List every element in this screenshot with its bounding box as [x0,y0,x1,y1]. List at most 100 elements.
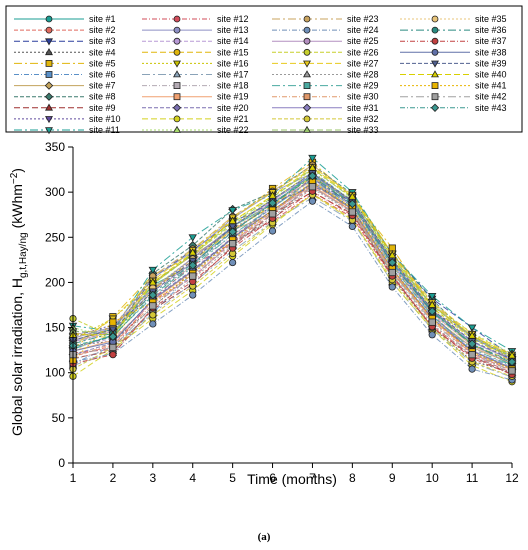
legend-item-site-24: site #24 [272,25,379,35]
data-point-site-40 [348,192,357,200]
legend-item-site-22: site #22 [142,125,249,135]
legend-label: site #27 [347,58,379,68]
data-point-site-43 [467,339,477,349]
legend-item-site-16: site #16 [142,58,249,68]
x-tick-label: 2 [110,471,117,485]
data-point-site-24 [308,197,317,205]
legend-marker [173,26,181,34]
legend-label: site #36 [475,25,507,35]
legend-label: site #31 [347,103,379,113]
legend-box [5,5,523,133]
data-point-site-42 [428,318,436,326]
data-point-site-11 [427,293,437,301]
data-point-site-43 [427,306,437,316]
legend-item-site-30: site #30 [272,92,379,102]
data-point-site-43 [148,290,158,300]
data-point-site-40 [228,216,237,224]
legend-label: site #23 [347,14,379,24]
legend-label: site #17 [217,70,249,80]
y-axis-label-sub: g,t,Hay/ng [18,232,29,278]
legend-label: site #18 [217,81,249,91]
legend-item-site-10: site #10 [14,114,121,124]
series-line-site-37 [72,190,513,375]
legend-item-site-12: site #12 [142,14,249,24]
data-point-site-24 [388,283,396,291]
series-line-site-29 [72,178,513,366]
data-point-site-40 [268,191,277,199]
data-point-site-24 [468,365,476,373]
legend-item-site-33: site #33 [272,125,379,135]
legend-marker [303,15,311,23]
y-tick-label: 100 [45,366,65,380]
data-point-site-40 [388,250,397,259]
data-point-site-40 [188,248,197,256]
data-point-site-42 [149,302,157,310]
data-point-site-42 [189,272,197,280]
legend-item-site-4: site #4 [14,47,116,57]
series-line-site-33 [72,168,513,357]
legend-label: site #9 [89,103,116,113]
legend-item-site-3: site #3 [14,36,116,46]
legend-marker [45,127,53,135]
legend-label: site #7 [89,81,116,91]
series-line-site-17 [72,196,513,378]
legend-marker [45,60,53,67]
legend-item-site-42: site #42 [400,92,507,102]
data-point-site-42 [109,343,117,352]
legend-marker [45,15,53,23]
legend-item-site-35: site #35 [400,14,507,24]
legend-marker [431,93,439,101]
legend-item-site-37: site #37 [400,36,507,46]
data-point-site-42 [308,183,317,191]
series-line-site-35 [72,180,513,365]
legend-marker [44,92,54,101]
legend-item-site-29: site #29 [272,81,379,91]
y-tick-label: 50 [52,411,66,425]
legend-label: site #41 [475,81,507,91]
legend-label: site #22 [217,125,249,135]
legend-label: site #8 [89,92,116,102]
legend-label: site #43 [475,103,507,113]
x-tick-label: 5 [229,471,236,485]
data-point-site-11 [308,154,317,163]
legend-item-site-5: site #5 [14,58,116,68]
legend-item-site-6: site #6 [14,70,116,80]
series-line-site-2 [72,187,513,372]
series-line-site-12 [72,193,513,374]
data-point-site-42 [229,240,237,248]
y-axis-label: Global solar irradiation, Hg,t,Hay/ng (kW… [9,168,29,436]
legend-marker [431,60,439,68]
series-line-site-32 [72,194,513,377]
x-tick-label: 4 [189,471,196,485]
legend-item-site-11: site #11 [14,125,120,135]
series-line-site-31 [72,174,513,361]
legend-marker [173,115,181,123]
legend-item-site-28: site #28 [272,70,379,80]
legend-item-site-39: site #39 [400,58,507,68]
series-line-site-7 [72,175,513,365]
data-point-site-11 [148,266,158,275]
legend-marker [303,70,311,78]
legend-marker [172,103,182,112]
y-tick-label: 200 [45,275,65,289]
data-point-site-42 [508,367,516,375]
legend-label: site #25 [347,36,379,46]
figure-caption: (a) [258,531,271,543]
legend-label: site #2 [89,25,116,35]
legend-item-site-1: site #1 [14,14,116,24]
series-line-site-23 [72,164,513,357]
legend-item-site-23: site #23 [272,14,379,24]
legend-marker [45,48,53,56]
x-tick-label: 6 [269,471,276,485]
legend-label: site #33 [347,125,379,135]
data-point-site-32 [149,311,157,319]
legend-item-site-36: site #36 [400,25,507,35]
x-tick-label: 12 [505,471,519,485]
data-point-site-39 [108,326,118,334]
legend-label: site #38 [475,47,507,57]
data-point-site-24 [268,227,277,235]
data-point-site-24 [229,258,237,267]
series-line-site-27 [72,166,513,356]
data-point-site-41 [109,318,117,326]
